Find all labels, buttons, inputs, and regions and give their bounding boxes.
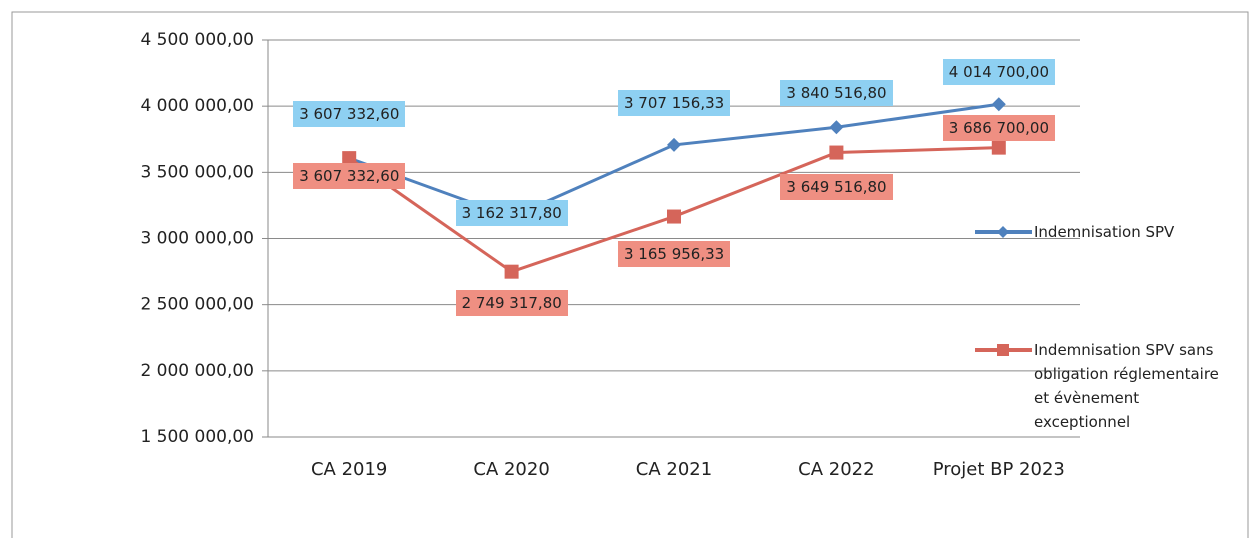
data-label: 3 649 516,80 — [780, 173, 893, 200]
data-label: 3 840 516,80 — [780, 80, 893, 107]
data-label: 3 707 156,33 — [618, 89, 731, 116]
marker — [667, 209, 681, 224]
line — [348, 102, 1000, 219]
data-label: 3 607 332,60 — [293, 101, 406, 128]
data-label: 3 162 317,80 — [455, 200, 568, 227]
legend-label: Indemnisation SPV sans obligation réglem… — [1034, 341, 1219, 431]
x-tick-label: Projet BP 2023 — [932, 459, 1065, 480]
marker — [667, 137, 681, 152]
legend-marker — [997, 344, 1009, 356]
data-label: 3 686 700,00 — [942, 114, 1055, 141]
marker — [342, 151, 357, 166]
data-label: 2 749 317,80 — [455, 289, 568, 316]
marker — [829, 120, 844, 135]
marker — [991, 97, 1006, 112]
y-tick-label: 2 000 000,00 — [140, 361, 254, 381]
y-tick-label: 2 500 000,00 — [140, 295, 254, 315]
data-label: 3 165 956,33 — [618, 240, 731, 267]
marker — [991, 140, 1006, 155]
legend-label: Indemnisation SPV — [1034, 223, 1175, 241]
x-tick-label: CA 2020 — [473, 459, 550, 480]
x-tick-label: CA 2022 — [798, 459, 875, 480]
marker — [504, 264, 519, 279]
y-tick-label: 4 500 000,00 — [140, 30, 254, 50]
data-label: 4 014 700,00 — [942, 59, 1055, 86]
marker — [829, 145, 844, 160]
chart-border — [11, 11, 1249, 538]
y-tick-label: 1 500 000,00 — [140, 427, 254, 447]
y-tick-label: 3 500 000,00 — [140, 162, 254, 182]
x-tick-label: CA 2021 — [635, 459, 713, 480]
y-tick-label: 3 000 000,00 — [140, 229, 254, 249]
data-label: 3 607 332,60 — [293, 163, 406, 190]
x-tick-label: CA 2019 — [310, 459, 388, 480]
legend-marker — [997, 226, 1009, 238]
y-tick-label: 4 000 000,00 — [140, 96, 254, 116]
